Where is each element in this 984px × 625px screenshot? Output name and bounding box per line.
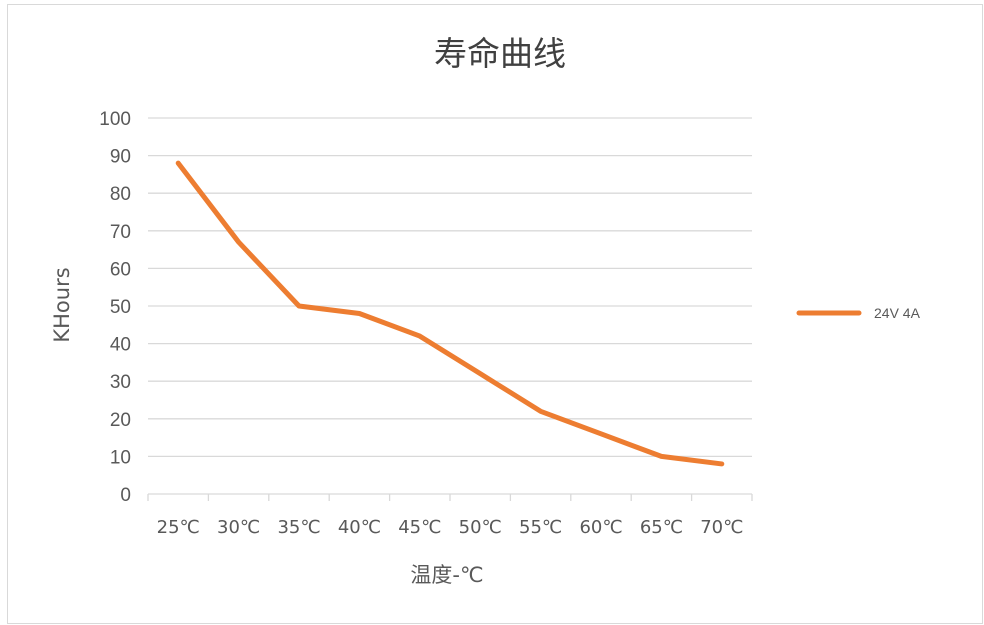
x-tick-label: 50℃	[459, 517, 502, 538]
y-tick-label: 80	[110, 184, 131, 205]
x-tick-label: 60℃	[579, 517, 622, 538]
legend-label: 24V 4A	[874, 305, 921, 321]
y-tick-label: 90	[110, 147, 131, 168]
x-tick-label: 25℃	[157, 517, 200, 538]
x-tick-label: 65℃	[640, 517, 683, 538]
x-tick-label: 55℃	[519, 517, 562, 538]
y-axis-label: KHours	[50, 267, 74, 342]
y-tick-label: 60	[110, 259, 131, 280]
y-tick-label: 70	[110, 222, 131, 243]
x-tick-label: 45℃	[398, 517, 441, 538]
y-tick-label: 100	[99, 109, 131, 130]
x-tick-label: 35℃	[277, 517, 320, 538]
y-axis-ticks: 0 10 20 30 40 50 60 70 80 90 100	[99, 109, 131, 506]
y-tick-label: 10	[110, 447, 131, 468]
y-tick-label: 30	[110, 372, 131, 393]
gridlines	[147, 117, 753, 501]
x-tick-label: 30℃	[217, 517, 260, 538]
y-tick-label: 40	[110, 335, 131, 356]
x-axis-label: 温度-℃	[410, 563, 483, 587]
series-line	[175, 160, 725, 467]
legend: 24V 4A	[796, 305, 921, 321]
x-axis-ticks: 25℃ 30℃ 35℃ 40℃ 45℃ 50℃ 55℃ 60℃ 65℃ 70℃	[157, 517, 744, 538]
series-layer	[175, 160, 725, 467]
x-tick-label: 40℃	[338, 517, 381, 538]
y-tick-label: 0	[120, 485, 131, 506]
x-tick-label: 70℃	[700, 517, 743, 538]
y-tick-label: 20	[110, 410, 131, 431]
chart-title: 寿命曲线	[434, 34, 566, 73]
y-tick-label: 50	[110, 297, 131, 318]
